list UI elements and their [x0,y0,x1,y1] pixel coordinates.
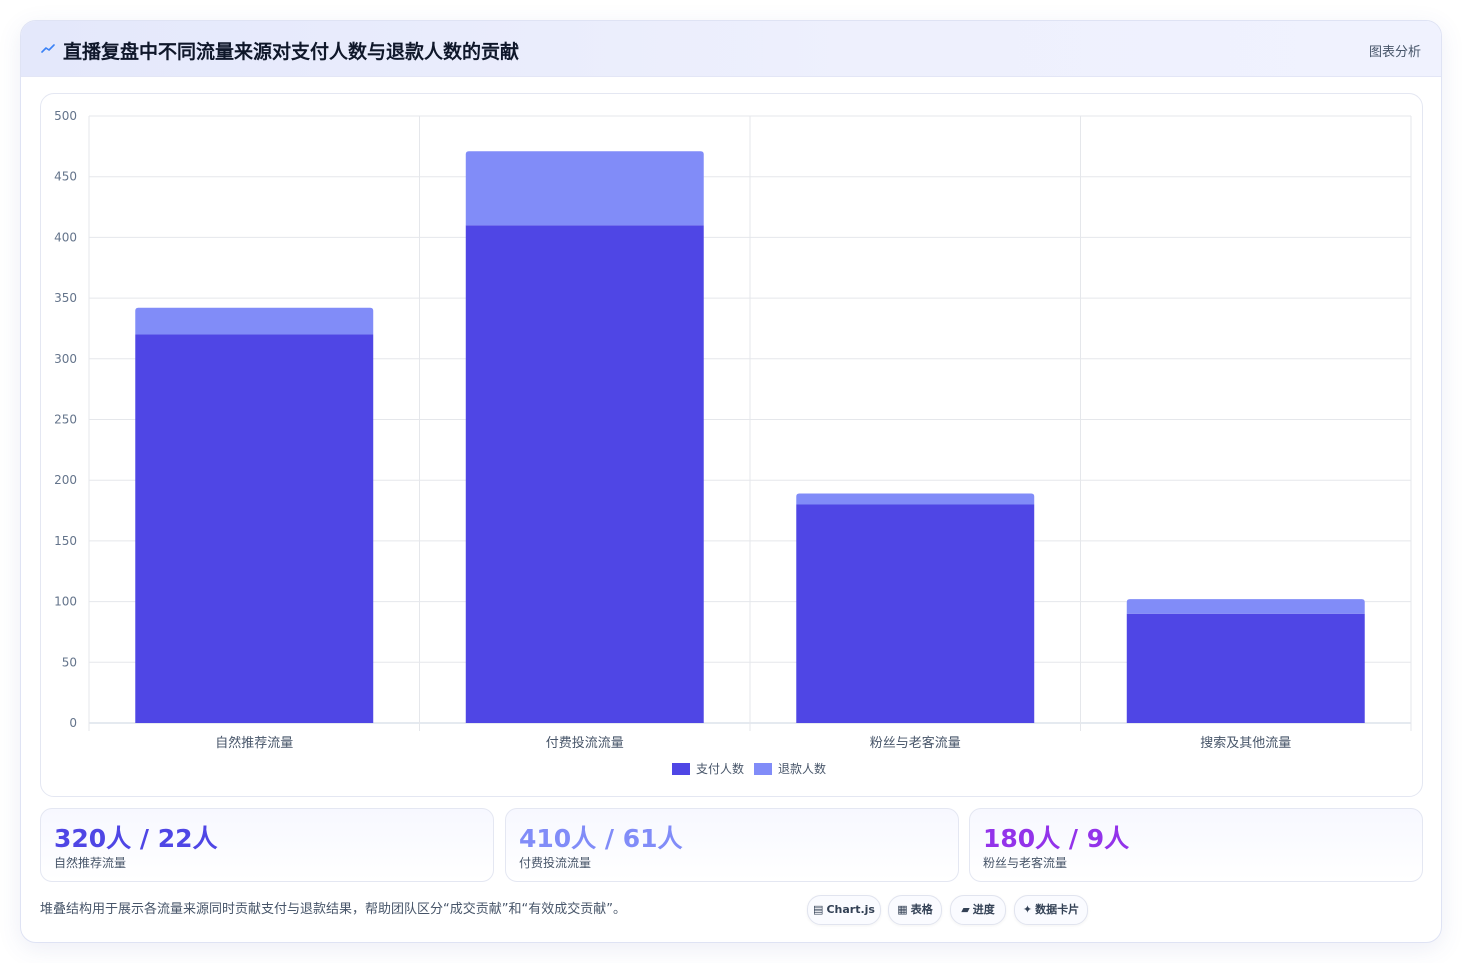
stat-value: 180人 / 9人 [983,824,1130,853]
pill-label: Chart.js [826,903,875,916]
y-tick-label: 0 [69,716,77,730]
y-tick-label: 450 [54,170,77,184]
y-tick-label: 350 [54,291,77,305]
x-tick-label: 粉丝与老客流量 [870,735,961,751]
chart-card: 直播复盘中不同流量来源对支付人数与退款人数的贡献 图表分析 0 50 100 150 2… [20,20,1442,943]
stat-label: 粉丝与老客流量 [983,856,1068,870]
y-tick-label: 250 [54,413,77,427]
bar-segment-refund [135,307,374,335]
chart-icon: ▤ [813,903,824,916]
legend-label: 退款人数 [778,761,826,776]
pill-table[interactable]: ▦ 表格 [888,895,942,925]
progress-icon: ▰ [961,903,970,916]
y-tick-label: 500 [54,109,77,123]
bar-segment-refund [796,493,1035,505]
bar-segment-paid [1126,613,1365,723]
stat-card-paid: 410人 / 61人 付费投流流量 [505,808,959,882]
y-tick-label: 400 [54,230,77,244]
stat-value: 320人 / 22人 [54,824,218,853]
bar-segment-refund [465,151,704,226]
x-tick-label: 付费投流流量 [546,735,624,751]
y-tick-label: 50 [62,655,77,669]
bar-segment-paid [796,504,1035,723]
card-header: 直播复盘中不同流量来源对支付人数与退款人数的贡献 图表分析 [21,21,1441,77]
pill-label: 进度 [972,903,995,916]
y-tick-label: 300 [54,352,77,366]
legend-swatch [754,763,772,775]
y-tick-label: 150 [54,534,77,548]
x-tick-label: 搜索及其他流量 [1200,736,1291,751]
stat-label: 自然推荐流量 [54,856,127,870]
sparkle-icon: ✦ [1022,903,1033,916]
chart-panel: 0 50 100 150 200 250 300 350 400 450 500 自然推荐流量 付费投流… [40,93,1423,797]
pill-label: 数据卡片 [1035,903,1080,916]
bar-segment-paid [465,225,704,723]
footnote: 堆叠结构用于展示各流量来源同时贡献支付与退款结果，帮助团队区分“成交贡献”和“有… [40,902,626,917]
bar-segment-paid [135,334,374,723]
stat-card-fans: 180人 / 9人 粉丝与老客流量 [969,808,1423,882]
header-tag: 图表分析 [1368,45,1421,60]
page-title: 直播复盘中不同流量来源对支付人数与退款人数的贡献 [63,41,520,63]
pill-data-card[interactable]: ✦ 数据卡片 [1014,895,1088,925]
y-tick-label: 100 [54,595,77,609]
pill-label: 表格 [910,903,933,916]
pill-progress[interactable]: ▰ 进度 [950,895,1006,925]
legend-label: 支付人数 [696,761,744,776]
stat-label: 付费投流流量 [519,856,592,870]
legend-swatch [672,763,690,775]
trend-line-icon [41,44,55,53]
stat-card-natural: 320人 / 22人 自然推荐流量 [40,808,494,882]
y-tick-label: 200 [54,473,77,487]
pill-chartjs[interactable]: ▤ Chart.js [807,895,881,925]
x-tick-label: 自然推荐流量 [215,735,293,751]
stacked-bar-chart: 0 50 100 150 200 250 300 350 400 450 500 自然推荐流量 付费投流… [54,109,1412,776]
table-icon: ▦ [897,903,908,916]
stat-value: 410人 / 61人 [519,824,683,853]
bar-segment-refund [1126,599,1365,614]
